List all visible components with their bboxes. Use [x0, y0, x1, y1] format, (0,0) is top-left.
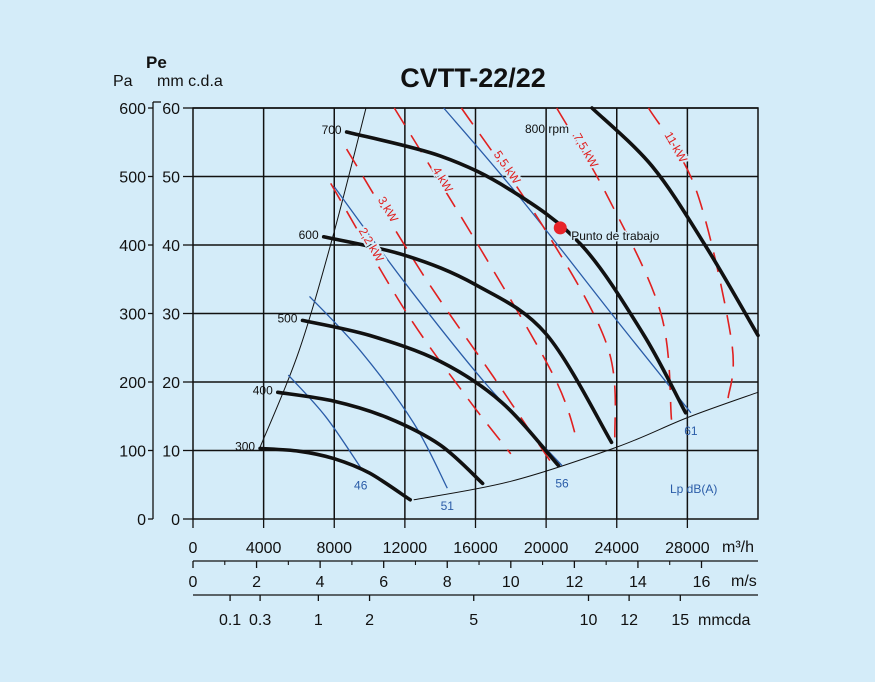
y-tick-label-mm: 20 — [162, 375, 180, 392]
y-tick-label-pa: 300 — [119, 307, 146, 324]
speed-curve-300 — [258, 446, 412, 502]
noise-unit-label: Lp dB(A) — [670, 482, 717, 496]
speed-label: 800 rpm — [525, 122, 569, 136]
velocity-tick-label: 14 — [629, 574, 647, 591]
operating-point-label: Punto de trabajo — [571, 229, 659, 243]
dynamic-pressure-tick-label: 0.1 — [219, 612, 241, 629]
noise-line-51 — [309, 295, 448, 489]
x-tick-label: 12000 — [383, 540, 428, 557]
y-axis-pe-label: Pe — [146, 53, 167, 72]
y-tick-label-mm: 0 — [171, 512, 180, 529]
speed-label: 600 — [299, 228, 319, 242]
dynamic-pressure-tick-label: 10 — [580, 612, 598, 629]
noise-line-61 — [443, 107, 692, 414]
y-tick-label-mm: 10 — [162, 444, 180, 461]
y-tick-label-mm: 40 — [162, 238, 180, 255]
x-tick-label: 4000 — [246, 540, 282, 557]
dynamic-pressure-axis-label: mmcda — [698, 612, 751, 629]
speed-curve-800-rpm — [590, 106, 760, 338]
noise-line-46 — [287, 374, 362, 468]
y-tick-label-pa: 500 — [119, 170, 146, 187]
y-tick-label-pa: 100 — [119, 444, 146, 461]
dynamic-pressure-tick-label: 5 — [469, 612, 478, 629]
speed-label: 400 — [253, 383, 273, 397]
speed-curve-400 — [276, 390, 485, 486]
noise-label: 56 — [555, 477, 569, 491]
velocity-axis-label: m/s — [731, 573, 757, 590]
velocity-tick-label: 10 — [502, 574, 520, 591]
y-axis-pa-label: Pa — [113, 73, 133, 90]
x-tick-label: 20000 — [524, 540, 569, 557]
power-line-3-kw — [345, 148, 554, 467]
power-line-11-kw — [647, 107, 735, 400]
x-tick-label: 8000 — [316, 540, 352, 557]
dynamic-pressure-tick-label: 12 — [620, 612, 638, 629]
chart-title: CVTT-22/22 — [400, 63, 546, 93]
x-tick-label: 16000 — [453, 540, 498, 557]
noise-label: 61 — [684, 424, 698, 438]
x-tick-label: 28000 — [665, 540, 710, 557]
y-tick-label-pa: 200 — [119, 375, 146, 392]
y-axis-mm-label: mm c.d.a — [157, 73, 223, 90]
limit-curve-right — [413, 391, 759, 501]
speed-label: 500 — [277, 311, 297, 325]
y-tick-label-mm: 30 — [162, 307, 180, 324]
dynamic-pressure-tick-label: 1 — [314, 612, 323, 629]
speed-label: 700 — [322, 123, 342, 137]
power-line-5-5-kw — [460, 107, 617, 441]
dynamic-pressure-tick-label: 0.3 — [249, 612, 271, 629]
y-tick-label-mm: 60 — [162, 101, 180, 118]
velocity-tick-label: 6 — [379, 574, 388, 591]
y-tick-label-pa: 0 — [137, 512, 146, 529]
speed-curve-600 — [321, 235, 614, 445]
speed-curve-700 — [344, 130, 688, 415]
x-tick-label: 0 — [189, 540, 198, 557]
velocity-tick-label: 2 — [252, 574, 261, 591]
x-axis-label: m³/h — [722, 539, 754, 556]
velocity-tick-label: 16 — [693, 574, 711, 591]
dynamic-pressure-tick-label: 2 — [365, 612, 374, 629]
y-tick-label-pa: 600 — [119, 101, 146, 118]
velocity-tick-label: 12 — [565, 574, 583, 591]
velocity-tick-label: 8 — [443, 574, 452, 591]
noise-label: 46 — [354, 479, 368, 493]
y-tick-label-mm: 50 — [162, 170, 180, 187]
operating-point-marker — [553, 221, 567, 235]
dynamic-pressure-tick-label: 15 — [671, 612, 689, 629]
y-tick-label-pa: 400 — [119, 238, 146, 255]
x-tick-label: 24000 — [595, 540, 640, 557]
velocity-tick-label: 0 — [189, 574, 198, 591]
speed-label: 300 — [235, 439, 255, 453]
speed-curve-500 — [300, 318, 561, 468]
power-line-7-5-kw — [556, 107, 673, 420]
noise-label: 51 — [441, 499, 455, 513]
velocity-tick-label: 4 — [316, 574, 325, 591]
